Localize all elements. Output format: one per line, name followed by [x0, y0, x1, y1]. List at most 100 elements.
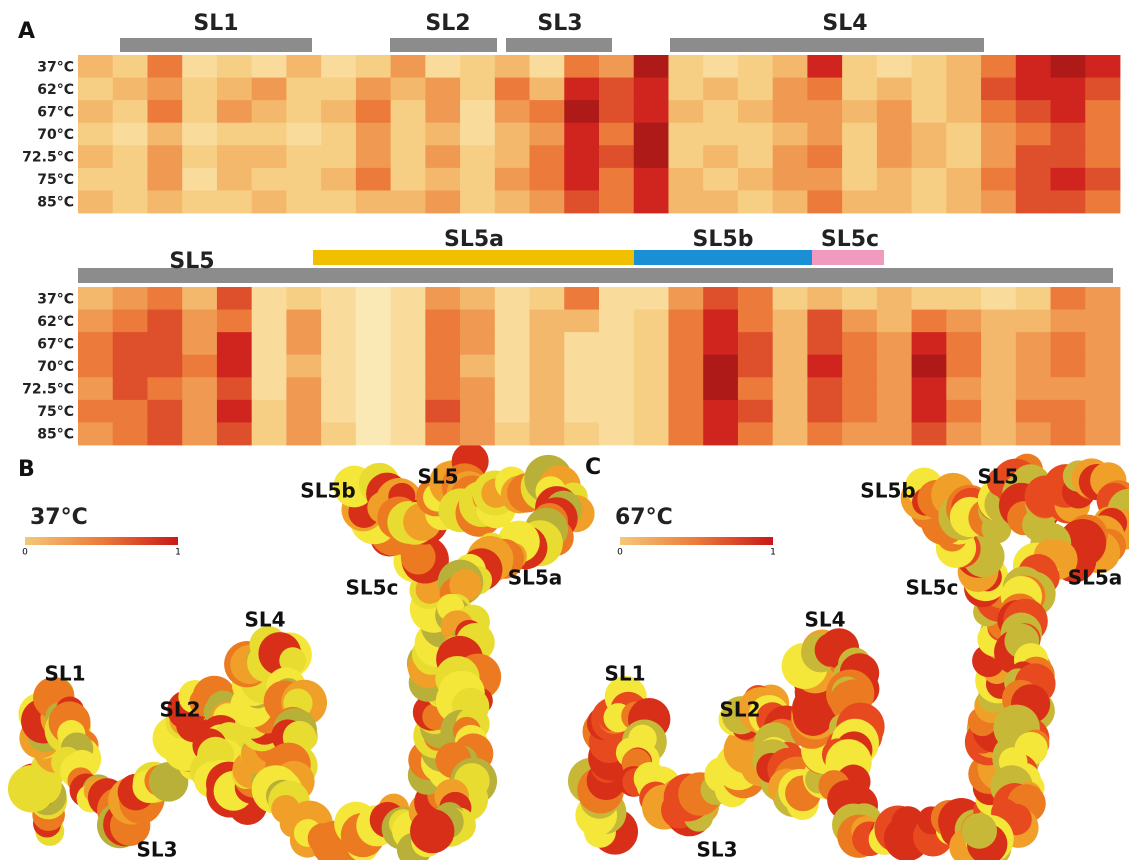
heatmap-cell: [286, 100, 322, 124]
heatmap-cell: [876, 190, 912, 214]
heatmap-cell: [807, 309, 843, 333]
heatmap-cell: [1085, 354, 1121, 378]
heatmap-cell: [981, 167, 1017, 191]
heatmap-cell: [842, 122, 878, 146]
molecule-bead: [961, 813, 998, 849]
heatmap-cell: [78, 145, 114, 169]
heatmap-cell: [251, 354, 287, 378]
heatmap-cell: [425, 167, 461, 191]
heatmap-cell: [807, 332, 843, 356]
heatmap-cell: [529, 190, 565, 214]
heatmap-cell: [772, 190, 808, 214]
heatmap-cell: [182, 100, 218, 124]
structure-label: SL2: [719, 698, 760, 722]
region-label: SL3: [537, 11, 582, 36]
heatmap-cell: [321, 100, 357, 124]
heatmap-cell: [78, 77, 114, 101]
heatmap-cell: [876, 332, 912, 356]
heatmap-cell: [633, 122, 669, 146]
heatmap-cell: [460, 309, 496, 333]
heatmap-cell: [251, 422, 287, 446]
heatmap-cell: [1015, 100, 1051, 124]
heatmap-cell: [355, 55, 391, 78]
heatmap-cell: [355, 167, 391, 191]
heatmap-cell: [112, 422, 148, 446]
heatmap-cell: [842, 422, 878, 446]
heatmap-cell: [182, 167, 218, 191]
heatmap-cell: [911, 167, 947, 191]
heatmap-cell: [876, 377, 912, 401]
heatmap-cell: [112, 377, 148, 401]
heatmap-cell: [460, 77, 496, 101]
heatmap-cell: [112, 145, 148, 169]
heatmap-cell: [251, 122, 287, 146]
heatmap-cell: [1085, 399, 1121, 423]
heatmap-cell: [911, 309, 947, 333]
molecule-bead: [449, 569, 482, 602]
heatmap-cell: [355, 190, 391, 214]
heatmap-cell: [737, 77, 774, 101]
heatmap-cell: [1015, 377, 1051, 401]
heatmap-cell: [1050, 55, 1086, 78]
heatmap-cell: [633, 77, 669, 101]
heatmap-cell: [460, 332, 496, 356]
heatmap-cell: [216, 287, 253, 310]
heatmap-cell: [668, 100, 704, 124]
heatmap-cell: [564, 309, 600, 333]
structure-label: SL5c: [346, 576, 399, 600]
heatmap-cell: [946, 100, 982, 124]
heatmap-cell: [703, 190, 739, 214]
heatmap-cell: [286, 122, 322, 146]
heatmap-cell: [772, 145, 808, 169]
heatmap-cell: [1085, 190, 1121, 214]
heatmap-cell: [876, 145, 912, 169]
structure-label: SL1: [44, 662, 85, 686]
heatmap-cell: [703, 354, 739, 378]
heatmap-cell: [876, 122, 912, 146]
heatmap-cell: [460, 100, 496, 124]
heatmap-cell: [737, 332, 774, 356]
heatmap-cell: [182, 399, 218, 423]
heatmap-cell: [911, 287, 947, 310]
heatmap-cell: [703, 145, 739, 169]
region-bar: [120, 38, 312, 52]
panel-label: B: [18, 457, 35, 482]
heatmap-cell: [216, 399, 253, 423]
heatmap-cell: [1085, 167, 1121, 191]
heatmap-cell: [460, 399, 496, 423]
heatmap-cell: [703, 422, 739, 446]
heatmap-cell: [251, 190, 287, 214]
heatmap-cell: [668, 77, 704, 101]
heatmap-cell: [737, 287, 774, 310]
heatmap-cell: [216, 422, 253, 446]
heatmap-cell: [599, 422, 635, 446]
heatmap-cell: [633, 145, 669, 169]
heatmap-cell: [78, 55, 114, 78]
heatmap-cell: [355, 377, 391, 401]
heatmap-cell: [321, 77, 357, 101]
heatmap-cell: [321, 377, 357, 401]
heatmap-cell: [1015, 399, 1051, 423]
heatmap-cell: [633, 399, 669, 423]
heatmap-cell: [564, 422, 600, 446]
heatmap-cell: [494, 354, 530, 378]
heatmap-cell: [425, 377, 461, 401]
heatmap-cell: [911, 190, 947, 214]
heatmap-cell: [842, 309, 878, 333]
heatmap-cell: [78, 377, 114, 401]
heatmap-cell: [1015, 77, 1051, 101]
heatmap-cell: [703, 332, 739, 356]
heatmap-cell: [251, 287, 287, 310]
heatmap-cell: [737, 100, 774, 124]
heatmap-cell: [321, 167, 357, 191]
heatmap-cell: [946, 77, 982, 101]
heatmap-cell: [182, 55, 218, 78]
heatmap-cell: [147, 377, 183, 401]
heatmap-cell: [286, 377, 322, 401]
heatmap-cell: [876, 55, 912, 78]
heatmap-cell: [529, 100, 565, 124]
heatmap-cell: [355, 309, 391, 333]
row-label: 70°C: [37, 359, 74, 375]
heatmap-cell: [390, 122, 426, 146]
heatmap-cell: [633, 100, 669, 124]
